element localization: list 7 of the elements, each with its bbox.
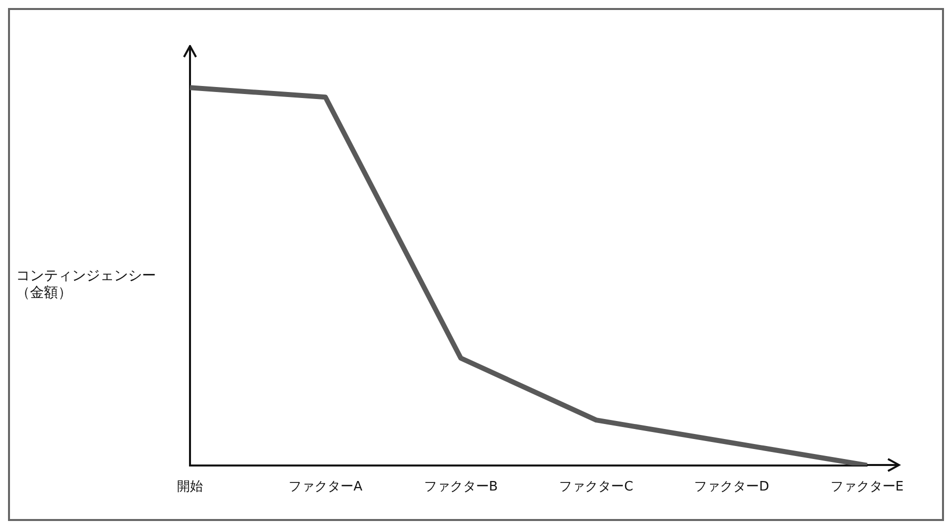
x-tick-label: ファクターA	[288, 480, 362, 495]
x-tick-label: ファクターC	[559, 480, 634, 495]
x-tick-label: ファクターB	[424, 480, 498, 495]
x-tick-label: ファクターE	[830, 480, 904, 495]
x-tick-label: ファクターD	[694, 480, 770, 495]
y-axis-title: コンティンジェンシー（金額）	[16, 268, 157, 302]
x-tick-label: 開始	[177, 480, 203, 495]
